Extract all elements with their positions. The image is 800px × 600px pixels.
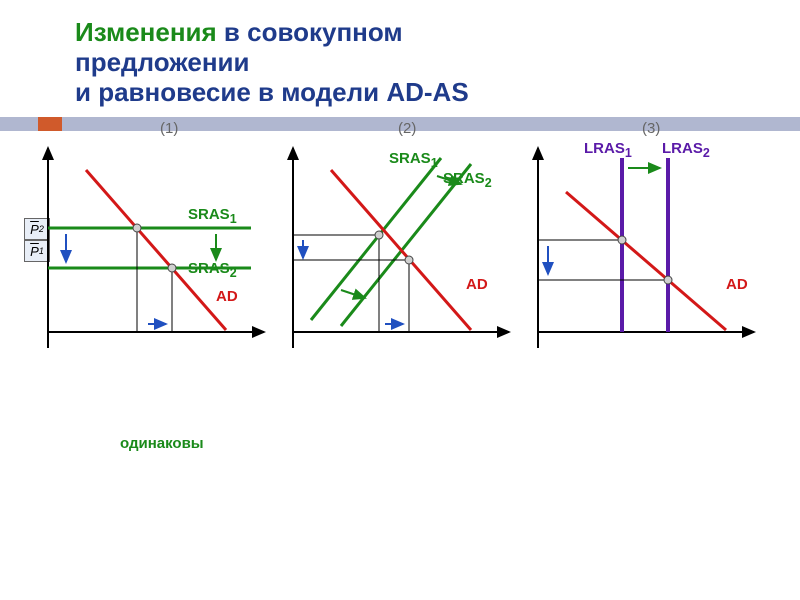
title-rest-1: в совокупном xyxy=(217,17,403,47)
lras1-label: LRAS1 xyxy=(584,140,632,160)
eq-point-2 xyxy=(168,264,176,272)
sras1-label: SRAS1 xyxy=(389,150,438,170)
sras1-label: SRAS1 xyxy=(188,206,237,226)
graph-2: SRAS1 SRAS2 AD xyxy=(281,140,516,360)
panel-1-number: (1) xyxy=(160,120,178,137)
slide-title: Изменения в совокупном предложении и рав… xyxy=(75,18,469,108)
ad-line xyxy=(86,170,226,330)
bottom-caption: одинаковы xyxy=(120,435,204,452)
eq-point-2 xyxy=(405,256,413,264)
panel-3-number: (3) xyxy=(642,120,660,137)
lras2-label: LRAS2 xyxy=(662,140,710,160)
eq-point-1 xyxy=(375,231,383,239)
graphs-row: SRAS1 SRAS2 AD SRAS1 SRAS2 AD xyxy=(36,140,786,360)
sras2-label: SRAS2 xyxy=(188,260,237,280)
ad-label: AD xyxy=(466,276,488,293)
graph-1-svg xyxy=(36,140,271,360)
graph-1: SRAS1 SRAS2 AD xyxy=(36,140,271,360)
title-line-2: предложении xyxy=(75,47,249,77)
sras2-label: SRAS2 xyxy=(443,170,492,190)
graph-3-svg xyxy=(526,140,761,360)
arrow-sras-shift-low xyxy=(341,290,365,298)
panel-2-number: (2) xyxy=(398,120,416,137)
sras1-line xyxy=(311,158,441,320)
title-word-green: Изменения xyxy=(75,17,217,47)
eq-point-2 xyxy=(664,276,672,284)
eq-point-1 xyxy=(618,236,626,244)
title-line-3: и равновесие в модели AD-AS xyxy=(75,77,469,107)
ad-label: AD xyxy=(726,276,748,293)
ad-line xyxy=(331,170,471,330)
ad-label: AD xyxy=(216,288,238,305)
graph-3: LRAS1 LRAS2 AD xyxy=(526,140,761,360)
eq-point-1 xyxy=(133,224,141,232)
divider-accent xyxy=(38,117,62,131)
ad-line xyxy=(566,192,726,330)
